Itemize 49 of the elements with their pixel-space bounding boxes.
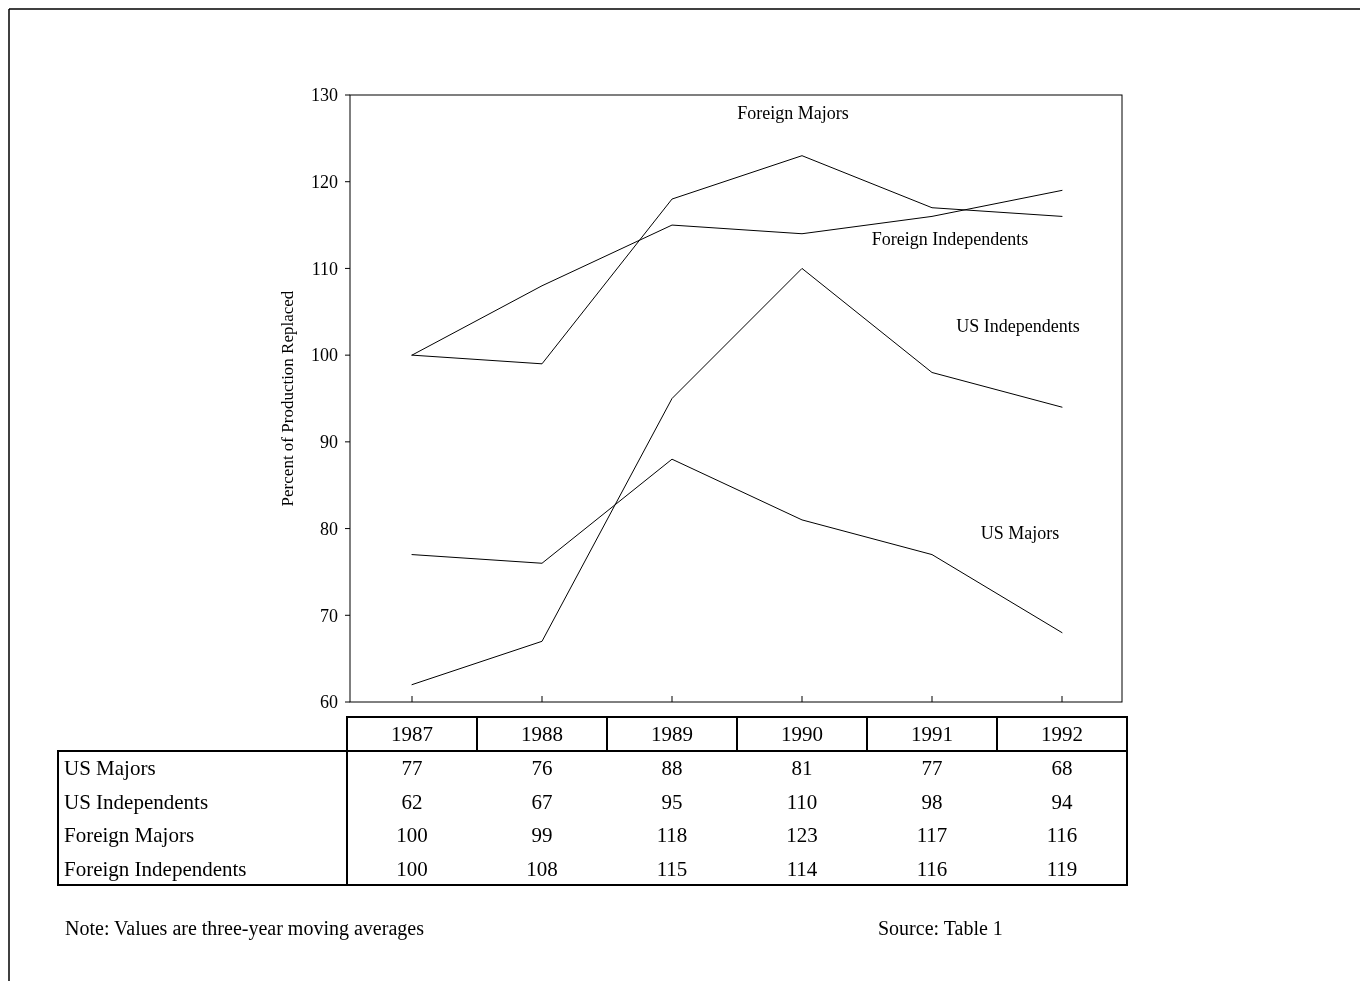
data-label: 77 [921,756,943,781]
data-label: 100 [396,823,428,848]
text: Foreign Majors [737,103,849,123]
data-label: 99 [531,823,553,848]
x-tick-label: 1988 [521,722,563,747]
text: Foreign Majors [64,823,195,848]
data-label: 67 [531,789,553,814]
text: US Independents [956,316,1080,336]
x-tick-label: 1991 [911,722,953,747]
data-label: 62 [401,789,423,814]
data-label: 77 [401,756,423,781]
data-label: 98 [921,789,943,814]
data-label: 95 [661,789,683,814]
data-label: 68 [1051,756,1073,781]
y-tick-label: 80 [320,518,338,539]
x-tick-label: 1987 [391,722,433,747]
data-label: 94 [1051,789,1073,814]
y-tick-label: 70 [320,605,338,626]
data-label: 114 [786,856,818,881]
data-label: 123 [786,823,818,848]
series-label: Foreign Independents [871,229,1029,249]
y-axis-title: Percent of Production Replaced [278,290,297,507]
y-tick-label: 100 [311,345,338,366]
series-label: US Majors [980,523,1060,543]
data-label: 119 [1046,856,1078,881]
y-tick-label: 110 [311,258,338,279]
data-label: 76 [531,756,553,781]
x-tick-label: 1992 [1041,722,1083,747]
data-label: 81 [791,756,813,781]
y-tick-label: 130 [311,85,338,106]
y-tick-label: 90 [320,432,338,453]
text: US Majors [64,756,156,781]
x-tick-label: 1989 [651,722,693,747]
data-label: 117 [916,823,948,848]
data-label: 116 [916,856,948,881]
data-label: 88 [661,756,683,781]
y-tick-label: 120 [311,172,338,193]
data-label: 108 [526,856,558,881]
data-label: 115 [656,856,688,881]
text: US Independents [64,789,209,814]
x-tick-label: 1990 [781,722,823,747]
data-label: 118 [656,823,688,848]
source-note: Source: Table 1 [878,917,1003,939]
data-label: 100 [396,856,428,881]
text: Foreign Independents [64,856,247,881]
data-label: 116 [1046,823,1078,848]
y-tick-label: 60 [320,692,338,713]
data-label: 110 [786,789,818,814]
text: Note: Values are three-year moving averages [65,917,425,940]
